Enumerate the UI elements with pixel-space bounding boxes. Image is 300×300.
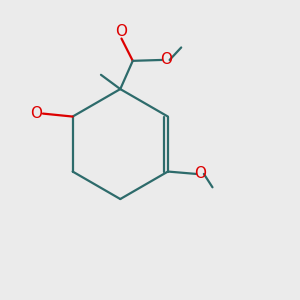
Text: O: O bbox=[30, 106, 42, 121]
Text: O: O bbox=[194, 166, 206, 181]
Text: O: O bbox=[160, 52, 172, 67]
Text: O: O bbox=[115, 24, 127, 39]
